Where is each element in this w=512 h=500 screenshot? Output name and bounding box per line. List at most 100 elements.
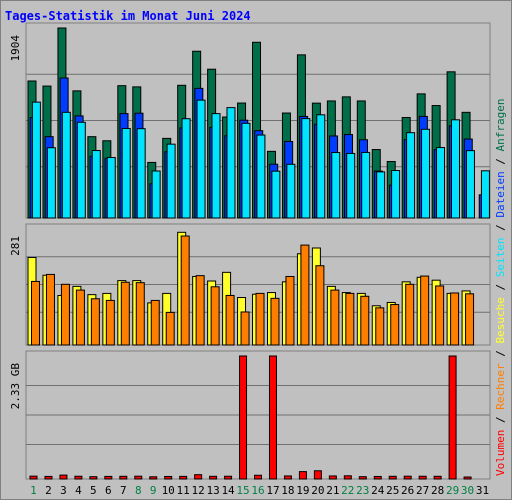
side-legend-item: /: [494, 218, 507, 238]
bar-seiten-day-26: [406, 132, 416, 219]
bar-volumen-day-9: [149, 476, 158, 480]
bar-seiten-day-30: [465, 150, 475, 219]
bar-rechner-day-30: [465, 293, 475, 346]
bar-seiten-day-19: [301, 118, 311, 219]
bar-rechner-day-9: [150, 299, 160, 346]
x-tick-label-day-24: 24: [371, 484, 385, 497]
bar-seiten-day-3: [61, 111, 71, 219]
bar-rechner-day-17: [270, 297, 280, 346]
bar-volumen-day-12: [194, 474, 203, 480]
bar-seiten-day-31: [480, 170, 490, 219]
x-tick-label-day-25: 25: [386, 484, 399, 497]
bar-volumen-day-1: [29, 475, 38, 480]
bar-rechner-day-25: [390, 304, 400, 346]
x-tick-label-day-6: 6: [105, 484, 112, 497]
side-legend-item: Anfragen: [494, 98, 507, 151]
bar-volumen-day-2: [44, 475, 53, 480]
x-tick-label-day-4: 4: [75, 484, 82, 497]
bar-volumen-day-18: [283, 475, 292, 480]
bar-rechner-day-8: [135, 282, 145, 346]
x-tick-label-day-15: 15: [236, 484, 249, 497]
bar-rechner-day-24: [375, 307, 385, 346]
bar-volumen-day-11: [179, 475, 188, 480]
bar-seiten-day-28: [436, 147, 446, 219]
bar-seiten-day-8: [136, 128, 146, 219]
bar-volumen-day-22: [343, 475, 352, 480]
x-tick-label-day-29: 29: [446, 484, 459, 497]
bar-seiten-day-11: [181, 118, 191, 219]
bar-volumen-day-10: [164, 475, 173, 480]
side-legend-item: /: [494, 410, 507, 430]
bar-rechner-day-2: [45, 273, 55, 346]
x-tick-label-day-13: 13: [206, 484, 219, 497]
x-tick-label-day-26: 26: [401, 484, 414, 497]
bar-volumen-day-19: [298, 471, 307, 480]
x-tick-label-day-17: 17: [266, 484, 279, 497]
bar-volumen-day-5: [89, 476, 98, 480]
bar-volumen-day-3: [59, 474, 68, 480]
x-tick-label-day-2: 2: [45, 484, 52, 497]
bar-volumen-day-14: [224, 475, 233, 480]
x-tick-label-day-20: 20: [311, 484, 324, 497]
side-legend-item: Besuche: [494, 297, 507, 343]
x-tick-label-day-21: 21: [326, 484, 339, 497]
y-tick-label: 1904: [9, 35, 22, 62]
bar-rechner-day-16: [255, 292, 265, 346]
bar-seiten-day-9: [151, 170, 161, 219]
bar-volumen-day-15: [239, 355, 248, 480]
bar-volumen-day-27: [418, 475, 427, 480]
bar-seiten-day-23: [361, 151, 371, 219]
bar-rechner-day-10: [165, 311, 175, 346]
side-legend-item: /: [494, 344, 507, 364]
bar-volumen-day-21: [328, 475, 337, 480]
bar-rechner-day-19: [300, 244, 310, 346]
x-tick-label-day-27: 27: [416, 484, 429, 497]
bar-volumen-day-24: [373, 475, 382, 480]
bar-rechner-day-13: [210, 286, 220, 346]
bar-rechner-day-28: [435, 285, 445, 346]
bar-seiten-day-29: [450, 119, 460, 219]
bar-volumen-day-4: [74, 475, 83, 480]
bar-rechner-day-20: [315, 265, 325, 346]
bar-seiten-day-4: [76, 121, 86, 219]
side-legend-item: Rechner: [494, 363, 507, 410]
bar-rechner-day-4: [75, 289, 85, 346]
x-tick-label-day-16: 16: [251, 484, 264, 497]
side-legend-item: Dateien: [494, 171, 507, 217]
bar-seiten-day-16: [256, 134, 266, 219]
y-tick-label: 281: [9, 236, 22, 256]
y-tick-label: 2.33 GB: [9, 363, 22, 410]
side-legend-item: Seiten: [494, 238, 507, 278]
bar-seiten-day-14: [226, 107, 236, 219]
x-tick-label-day-23: 23: [356, 484, 369, 497]
bar-volumen-day-26: [403, 475, 412, 480]
chart-title: Tages-Statistik im Monat Juni 2024: [5, 9, 251, 23]
bar-seiten-day-22: [346, 152, 356, 219]
bar-seiten-day-21: [331, 152, 341, 219]
bar-rechner-day-3: [60, 283, 70, 346]
side-legend-item: /: [494, 277, 507, 297]
bar-volumen-day-28: [433, 475, 442, 480]
x-tick-label-day-30: 30: [461, 484, 474, 497]
bar-volumen-day-16: [254, 474, 263, 480]
x-tick-label-day-8: 8: [135, 484, 142, 497]
bar-seiten-day-27: [421, 128, 431, 219]
bar-volumen-day-17: [268, 355, 277, 480]
bar-seiten-day-24: [376, 171, 386, 219]
x-tick-label-day-22: 22: [341, 484, 354, 497]
bar-seiten-day-2: [46, 147, 56, 219]
bar-rechner-day-6: [105, 299, 115, 346]
bar-rechner-day-1: [31, 280, 40, 346]
bar-volumen-day-20: [313, 470, 322, 480]
x-tick-label-day-18: 18: [281, 484, 294, 497]
x-tick-label-day-11: 11: [177, 484, 190, 497]
bar-seiten-day-1: [31, 101, 41, 219]
bar-rechner-day-7: [120, 281, 130, 346]
bar-seiten-day-10: [166, 143, 176, 219]
x-tick-label-day-1: 1: [30, 484, 37, 497]
bar-seiten-day-5: [91, 150, 101, 219]
x-tick-label-day-28: 28: [431, 484, 444, 497]
bar-rechner-day-15: [240, 311, 250, 346]
x-tick-label-day-5: 5: [90, 484, 97, 497]
